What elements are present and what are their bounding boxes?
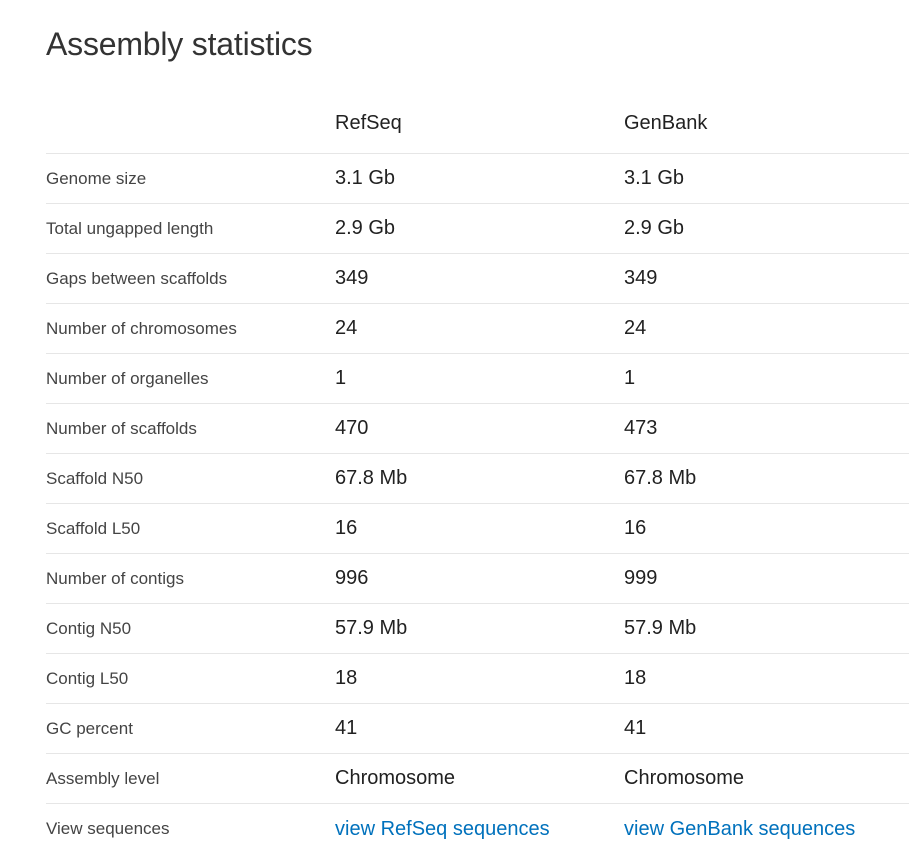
refseq-value: 57.9 Mb <box>335 617 408 639</box>
refseq-value: 24 <box>335 317 358 339</box>
table-body: Genome size 3.1 Gb 3.1 Gb Total ungapped le… <box>46 154 909 804</box>
refseq-value: Chromosome <box>335 767 456 789</box>
genbank-value: Chromosome <box>624 767 745 789</box>
refseq-value: 67.8 Mb <box>335 467 408 489</box>
refseq-value: 18 <box>335 667 358 689</box>
column-header-genbank: GenBank <box>624 112 708 134</box>
row-label: GC percent <box>46 718 133 738</box>
genbank-value: 41 <box>624 717 647 739</box>
genbank-value: 1 <box>624 367 636 389</box>
view-refseq-sequences-link[interactable]: view RefSeq sequences <box>335 817 550 840</box>
genbank-value: 57.9 Mb <box>624 617 697 639</box>
table-row: Number of contigs 996 999 <box>46 554 909 604</box>
refseq-value: 349 <box>335 267 369 289</box>
row-label: Assembly level <box>46 768 160 788</box>
row-label: Number of chromosomes <box>46 318 237 338</box>
row-label: Number of scaffolds <box>46 418 197 438</box>
refseq-value: 3.1 Gb <box>335 167 396 189</box>
refseq-value: 470 <box>335 417 369 439</box>
genbank-value: 2.9 Gb <box>624 217 685 239</box>
table-row: Number of chromosomes 24 24 <box>46 304 909 354</box>
row-label: Contig L50 <box>46 668 129 688</box>
table-row: Scaffold N50 67.8 Mb 67.8 Mb <box>46 454 909 504</box>
table-header-row: RefSeq GenBank <box>46 92 909 154</box>
genbank-value: 3.1 Gb <box>624 167 685 189</box>
refseq-value: 1 <box>335 367 347 389</box>
refseq-cell: view RefSeq sequences <box>335 804 550 853</box>
genbank-value: 16 <box>624 517 647 539</box>
table-row: Gaps between scaffolds 349 349 <box>46 254 909 304</box>
row-label: Gaps between scaffolds <box>46 268 228 288</box>
row-label: Scaffold L50 <box>46 518 141 538</box>
refseq-value: 2.9 Gb <box>335 217 396 239</box>
page-title: Assembly statistics <box>46 26 313 62</box>
row-label: Total ungapped length <box>46 218 214 238</box>
refseq-value: 996 <box>335 567 369 589</box>
table-row: Number of scaffolds 470 473 <box>46 404 909 454</box>
genbank-value: 67.8 Mb <box>624 467 697 489</box>
row-label: Number of contigs <box>46 568 184 588</box>
genbank-value: 24 <box>624 317 647 339</box>
column-header-refseq: RefSeq <box>335 112 402 134</box>
genbank-value: 473 <box>624 417 658 439</box>
genbank-value: 18 <box>624 667 647 689</box>
refseq-value: 16 <box>335 517 358 539</box>
view-sequences-row: View sequences view RefSeq sequences vie… <box>46 804 909 853</box>
table-row: Total ungapped length 2.9 Gb 2.9 Gb <box>46 204 909 254</box>
table-row: Scaffold L50 16 16 <box>46 504 909 554</box>
view-genbank-sequences-link[interactable]: view GenBank sequences <box>624 817 856 840</box>
row-label: Scaffold N50 <box>46 468 144 488</box>
genbank-value: 349 <box>624 267 658 289</box>
table-row: Contig L50 18 18 <box>46 654 909 704</box>
row-label: Contig N50 <box>46 618 132 638</box>
assembly-statistics-table: RefSeq GenBank Genome size 3.1 Gb 3.1 Gb To… <box>46 92 909 853</box>
row-label: View sequences <box>46 819 170 838</box>
row-label: Genome size <box>46 168 147 188</box>
row-label: Number of organelles <box>46 368 209 388</box>
genbank-cell: view GenBank sequences <box>624 804 855 853</box>
table-row: Number of organelles 1 1 <box>46 354 909 404</box>
table-row: Assembly level Chromosome Chromosome <box>46 754 909 804</box>
genbank-value: 999 <box>624 567 658 589</box>
refseq-value: 41 <box>335 717 358 739</box>
table-row: Contig N50 57.9 Mb 57.9 Mb <box>46 604 909 654</box>
table-row: GC percent 41 41 <box>46 704 909 754</box>
table-row: Genome size 3.1 Gb 3.1 Gb <box>46 154 909 204</box>
